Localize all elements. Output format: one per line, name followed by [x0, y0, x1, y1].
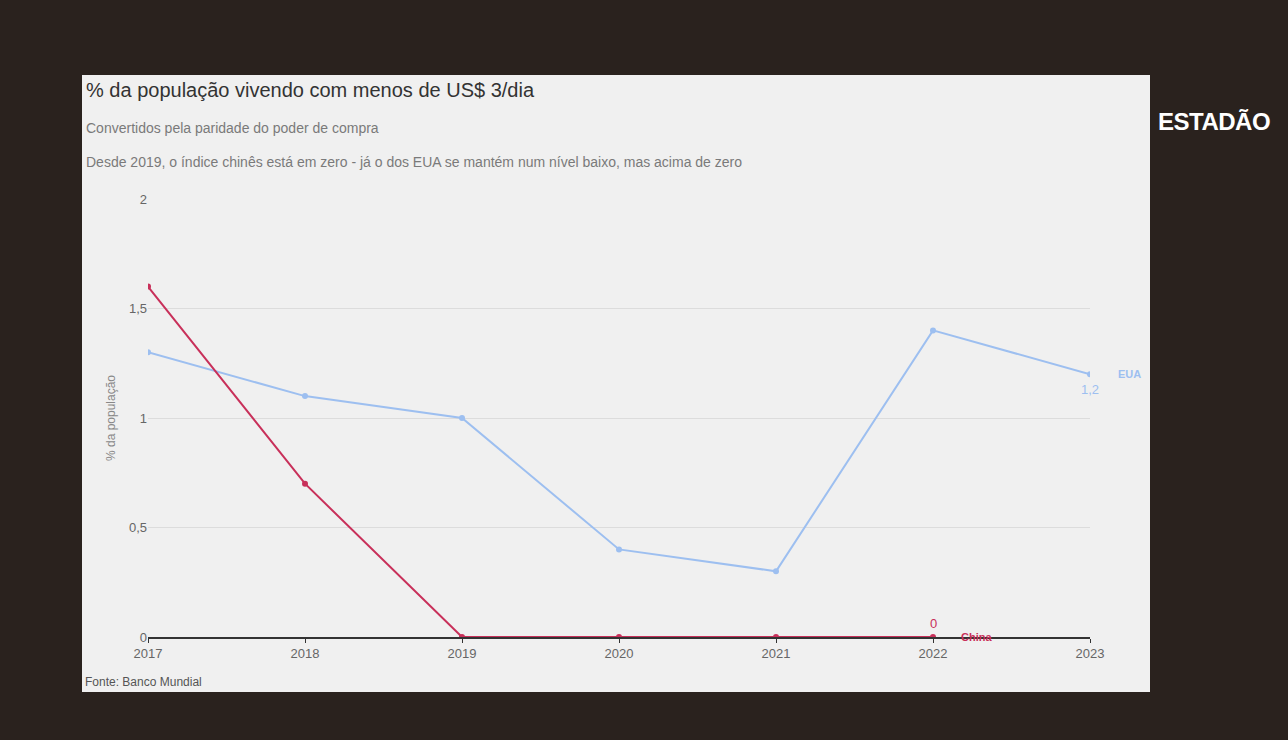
- svg-text:Fonte: Banco Mundial: Fonte: Banco Mundial: [85, 675, 202, 689]
- svg-text:2019: 2019: [448, 646, 477, 661]
- svg-text:China: China: [961, 631, 992, 643]
- svg-text:2017: 2017: [134, 646, 163, 661]
- svg-text:Convertidos pela paridade do p: Convertidos pela paridade do poder de co…: [86, 120, 379, 136]
- svg-text:1,2: 1,2: [1081, 382, 1099, 397]
- svg-text:2020: 2020: [605, 646, 634, 661]
- svg-text:1,5: 1,5: [129, 301, 147, 316]
- svg-text:0,5: 0,5: [129, 520, 147, 535]
- svg-text:1: 1: [140, 411, 147, 426]
- svg-text:% da população vivendo com men: % da população vivendo com menos de US$ …: [86, 79, 535, 101]
- svg-text:2018: 2018: [291, 646, 320, 661]
- svg-text:2: 2: [140, 192, 147, 207]
- svg-text:2023: 2023: [1076, 646, 1105, 661]
- html-text:ESTADÃO: ESTADÃO: [1158, 108, 1271, 135]
- svg-text:2022: 2022: [919, 646, 948, 661]
- svg-text:0: 0: [140, 630, 147, 645]
- svg-text:2021: 2021: [762, 646, 791, 661]
- svg-text:% da população: % da população: [104, 375, 118, 461]
- svg-text:EUA: EUA: [1118, 368, 1141, 380]
- svg-text:Desde 2019, o índice chinês es: Desde 2019, o índice chinês está em zero…: [86, 154, 742, 170]
- svg-text:0: 0: [930, 616, 937, 631]
